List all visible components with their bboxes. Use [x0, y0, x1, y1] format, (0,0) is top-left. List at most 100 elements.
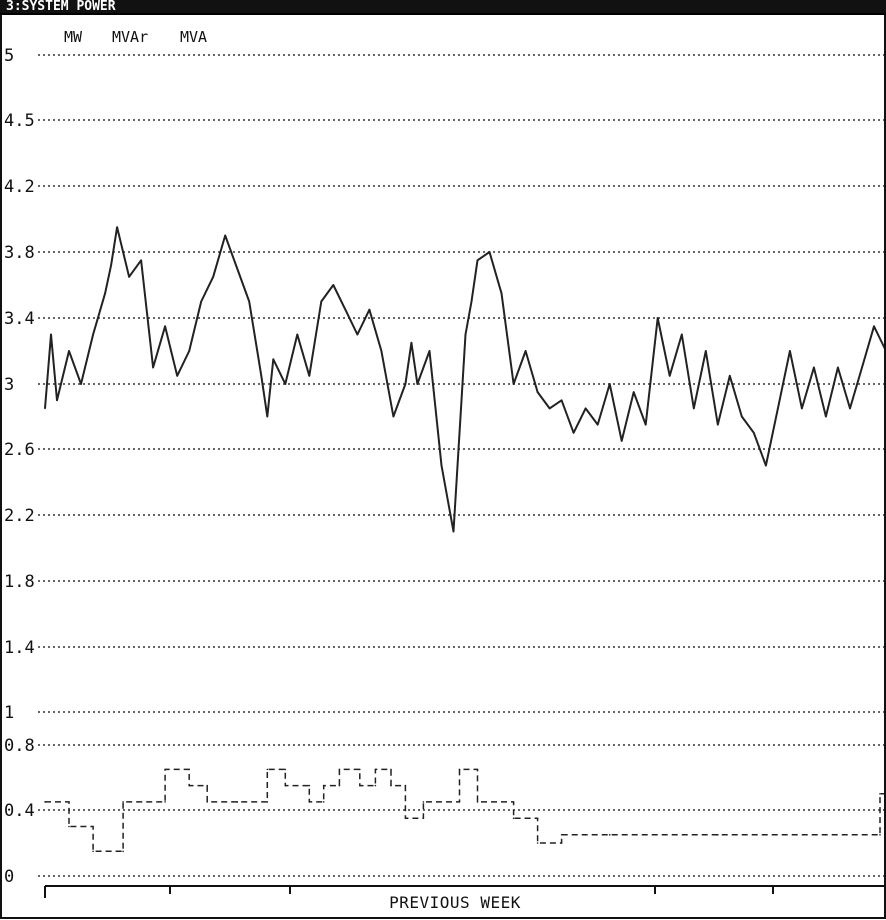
- data-point-mw: [440, 464, 443, 467]
- data-point-mw: [50, 333, 52, 336]
- data-point-mvar: [512, 817, 515, 820]
- y-tick-label: 0.4: [4, 801, 35, 821]
- data-point-mw: [608, 383, 611, 385]
- data-point-mvar: [92, 825, 94, 828]
- y-tick-label: 1.8: [4, 572, 35, 592]
- data-point-mvar: [536, 842, 539, 844]
- y-tick-label: 3: [4, 375, 14, 395]
- data-point-mw: [416, 383, 419, 385]
- data-point-mvar: [390, 768, 392, 771]
- data-point-mvar: [458, 768, 461, 771]
- data-point-mvar: [206, 784, 208, 787]
- y-tick-label: 1: [4, 703, 14, 723]
- data-point-mw: [224, 234, 226, 237]
- data-point-mvar: [644, 834, 647, 836]
- data-point-mvar: [44, 801, 46, 803]
- data-point-mw: [849, 407, 851, 410]
- data-point-mw: [560, 399, 563, 402]
- data-point-mvar: [879, 834, 881, 836]
- data-point-mw: [452, 530, 455, 533]
- data-point-mvar: [338, 784, 341, 787]
- data-point-mw: [596, 423, 599, 426]
- data-point-mw: [536, 391, 539, 393]
- data-point-mw: [296, 333, 299, 336]
- data-point-mw: [584, 407, 587, 410]
- data-point-mvar: [765, 834, 767, 836]
- y-tick-label: 3.8: [4, 243, 35, 263]
- data-point-mw: [212, 276, 214, 278]
- data-point-mvar: [68, 801, 70, 803]
- legend-item: MW: [64, 28, 83, 46]
- data-point-mvar: [284, 768, 287, 771]
- data-point-mw: [176, 375, 178, 377]
- data-point-mw: [789, 350, 791, 352]
- data-point-mvar: [476, 801, 479, 803]
- data-point-mw: [410, 342, 413, 344]
- y-tick-label: 4.2: [4, 177, 35, 197]
- data-point-mw: [200, 300, 202, 303]
- data-point-mw: [524, 350, 527, 352]
- data-point-mw: [813, 366, 815, 369]
- data-point-mw: [170, 350, 172, 352]
- data-point-mvar: [404, 817, 407, 820]
- data-point-mvar: [92, 850, 94, 853]
- data-point-mw: [729, 375, 731, 377]
- data-point-mw: [236, 267, 238, 270]
- data-point-mw: [320, 300, 323, 303]
- data-point-mw: [80, 383, 82, 385]
- data-point-mvar: [422, 801, 425, 803]
- data-point-mw: [404, 383, 407, 385]
- data-point-mw: [693, 407, 695, 410]
- data-point-mw: [488, 251, 491, 253]
- data-point-mw: [632, 391, 635, 393]
- data-point-mw: [248, 300, 250, 303]
- data-point-mvar: [164, 768, 166, 771]
- data-point-mw: [140, 259, 142, 262]
- data-point-mw: [368, 308, 371, 311]
- data-point-mvar: [308, 801, 311, 803]
- data-point-mw: [308, 375, 311, 377]
- data-point-mvar: [122, 801, 124, 803]
- y-tick-label: 0.8: [4, 736, 35, 756]
- data-point-mvar: [476, 768, 479, 771]
- data-point-mvar: [122, 850, 124, 853]
- y-tick-label: 0: [4, 867, 14, 887]
- data-point-mw: [428, 350, 431, 352]
- data-point-mw: [164, 325, 166, 328]
- data-point-mw: [56, 399, 58, 402]
- data-point-mw: [464, 333, 467, 336]
- data-point-mvar: [717, 834, 719, 836]
- data-point-mvar: [308, 784, 311, 787]
- data-point-mvar: [374, 784, 377, 787]
- x-axis: PREVIOUS WEEK: [44, 885, 886, 912]
- grid-lines: [38, 54, 886, 877]
- data-point-mw: [620, 440, 623, 442]
- data-point-mw: [476, 259, 479, 262]
- data-point-mvar: [338, 768, 341, 771]
- data-point-mw: [392, 415, 395, 418]
- x-axis-label: PREVIOUS WEEK: [389, 893, 521, 912]
- data-point-mw: [753, 432, 755, 434]
- data-point-mvar: [390, 784, 392, 787]
- data-point-mvar: [188, 784, 190, 787]
- data-point-mvar: [68, 825, 70, 828]
- data-point-mw: [741, 415, 743, 418]
- data-point-mvar: [322, 784, 325, 787]
- data-point-mw: [284, 383, 287, 385]
- data-point-mw: [68, 350, 70, 352]
- data-point-mvar: [359, 768, 361, 771]
- data-point-mvar: [266, 801, 269, 803]
- legend-item: MVA: [180, 28, 207, 46]
- y-tick-label: 2.2: [4, 506, 35, 526]
- data-point-mw: [705, 350, 707, 352]
- data-point-mw: [92, 333, 94, 336]
- data-point-mvar: [266, 768, 269, 771]
- data-point-mw: [873, 325, 875, 328]
- data-point-mw: [266, 415, 269, 418]
- data-point-mvar: [584, 834, 587, 836]
- data-point-mvar: [284, 784, 287, 787]
- data-point-mw: [128, 276, 130, 278]
- window-title: 3:SYSTEM POWER: [6, 0, 116, 14]
- data-point-mvar: [512, 801, 515, 803]
